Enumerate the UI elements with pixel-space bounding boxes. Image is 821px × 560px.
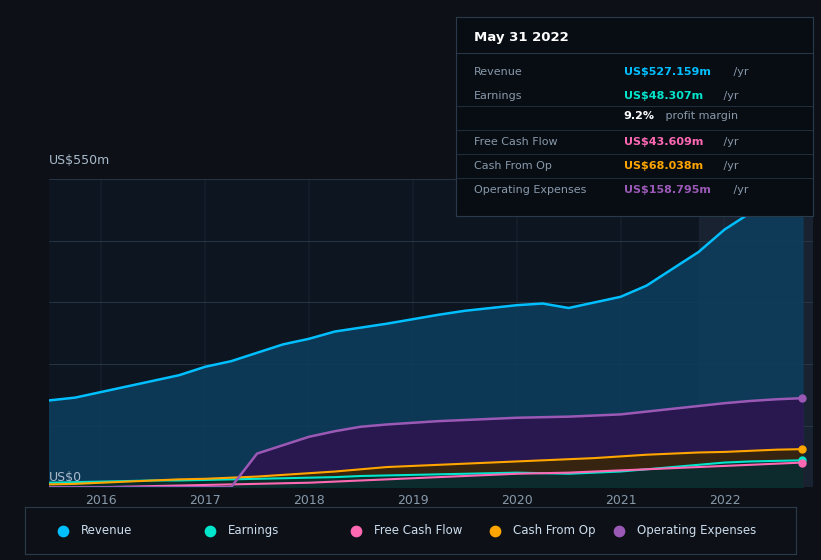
Point bbox=[796, 188, 809, 197]
Text: US$550m: US$550m bbox=[49, 154, 111, 167]
Text: Earnings: Earnings bbox=[227, 524, 279, 537]
Text: Operating Expenses: Operating Expenses bbox=[474, 185, 586, 195]
Point bbox=[57, 526, 70, 535]
Point bbox=[796, 445, 809, 454]
Text: /yr: /yr bbox=[720, 91, 738, 101]
Text: US$0: US$0 bbox=[49, 471, 82, 484]
Bar bbox=[699, 179, 813, 487]
Text: May 31 2022: May 31 2022 bbox=[474, 31, 568, 44]
Text: Earnings: Earnings bbox=[474, 91, 522, 101]
Text: /yr: /yr bbox=[720, 161, 738, 171]
Point bbox=[612, 526, 626, 535]
Text: US$158.795m: US$158.795m bbox=[623, 185, 710, 195]
Text: US$68.038m: US$68.038m bbox=[623, 161, 703, 171]
Point bbox=[204, 526, 217, 535]
Text: US$48.307m: US$48.307m bbox=[623, 91, 703, 101]
Point bbox=[350, 526, 363, 535]
Text: US$43.609m: US$43.609m bbox=[623, 137, 703, 147]
Point bbox=[796, 456, 809, 465]
Text: Cash From Op: Cash From Op bbox=[474, 161, 552, 171]
Point bbox=[796, 394, 809, 403]
Text: /yr: /yr bbox=[730, 185, 748, 195]
Text: US$527.159m: US$527.159m bbox=[623, 67, 710, 77]
Text: Revenue: Revenue bbox=[81, 524, 132, 537]
Text: /yr: /yr bbox=[720, 137, 738, 147]
Text: Free Cash Flow: Free Cash Flow bbox=[374, 524, 462, 537]
Text: Revenue: Revenue bbox=[474, 67, 522, 77]
Text: Cash From Op: Cash From Op bbox=[513, 524, 596, 537]
Point bbox=[796, 458, 809, 467]
Text: Operating Expenses: Operating Expenses bbox=[636, 524, 756, 537]
Point bbox=[488, 526, 502, 535]
Text: /yr: /yr bbox=[730, 67, 748, 77]
Text: profit margin: profit margin bbox=[662, 111, 738, 121]
Text: Free Cash Flow: Free Cash Flow bbox=[474, 137, 557, 147]
Text: 9.2%: 9.2% bbox=[623, 111, 654, 121]
